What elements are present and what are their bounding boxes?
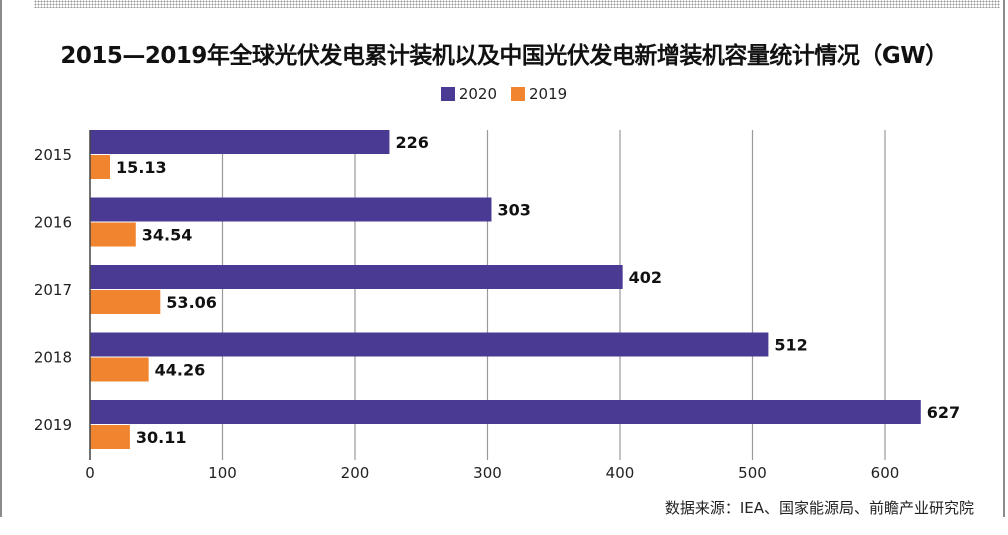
x-tick-label: 100 bbox=[208, 464, 237, 482]
legend-item-2020: 2020 bbox=[440, 85, 497, 103]
y-tick-label: 2016 bbox=[34, 214, 72, 232]
legend-label: 2019 bbox=[529, 85, 568, 103]
data-label: 30.11 bbox=[136, 428, 187, 447]
legend-label: 2020 bbox=[458, 85, 497, 103]
bar-2020-2015 bbox=[90, 130, 390, 154]
bar-2020-2019 bbox=[90, 400, 921, 424]
bar-2019-2019 bbox=[90, 425, 130, 449]
x-tick-label: 0 bbox=[85, 464, 95, 482]
bar-2020-2018 bbox=[90, 332, 769, 357]
x-tick-label: 600 bbox=[871, 464, 900, 482]
frame-left-border bbox=[0, 0, 2, 517]
bar-2020-2017 bbox=[90, 265, 623, 289]
data-label: 53.06 bbox=[166, 293, 217, 312]
data-label: 44.26 bbox=[155, 361, 206, 380]
chart-title: 2015—2019年全球光伏发电累计装机以及中国光伏发电新增装机容量统计情况（G… bbox=[60, 43, 948, 69]
bar-2020-2016 bbox=[90, 197, 492, 222]
frame-right-border bbox=[1003, 0, 1005, 517]
bar-2019-2017 bbox=[90, 290, 161, 314]
data-label: 303 bbox=[497, 201, 530, 220]
data-label: 34.54 bbox=[142, 226, 193, 245]
data-label: 226 bbox=[395, 133, 428, 152]
y-tick-label: 2015 bbox=[34, 146, 72, 164]
bar-2019-2015 bbox=[90, 155, 111, 179]
x-tick-label: 500 bbox=[738, 464, 767, 482]
x-tick-label: 200 bbox=[341, 464, 370, 482]
data-label: 627 bbox=[927, 403, 960, 422]
y-tick-label: 2019 bbox=[34, 416, 72, 434]
dotted-header-band bbox=[34, 0, 1000, 8]
source-note: 数据来源：IEA、国家能源局、前瞻产业研究院 bbox=[664, 499, 974, 517]
legend: 2020 2019 bbox=[0, 85, 1008, 103]
x-tick-label: 400 bbox=[606, 464, 635, 482]
data-label: 15.13 bbox=[116, 158, 167, 177]
y-tick-label: 2017 bbox=[34, 281, 72, 299]
bar-2019-2018 bbox=[90, 357, 149, 382]
x-tick-label: 300 bbox=[473, 464, 502, 482]
data-label: 512 bbox=[774, 336, 807, 355]
legend-swatch-2019 bbox=[511, 87, 525, 101]
legend-item-2019: 2019 bbox=[511, 85, 567, 103]
bar-2019-2016 bbox=[90, 222, 136, 247]
y-tick-label: 2018 bbox=[34, 349, 72, 367]
legend-swatch-2020 bbox=[440, 87, 455, 101]
data-label: 402 bbox=[629, 268, 662, 287]
